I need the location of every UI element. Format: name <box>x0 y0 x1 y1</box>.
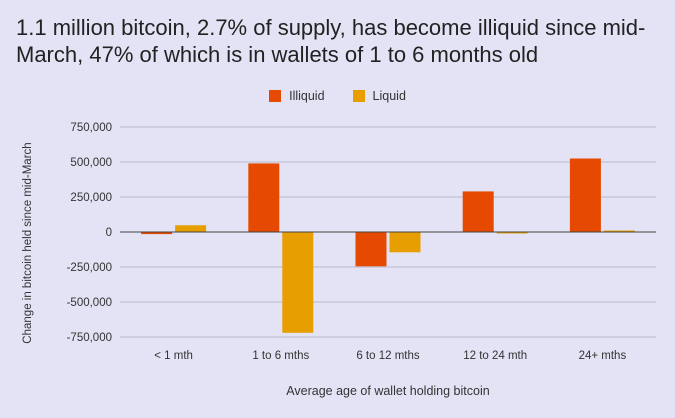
legend-item-liquid: Liquid <box>352 89 406 103</box>
y-tick-label: 750,000 <box>70 122 112 134</box>
y-tick-label: 500,000 <box>70 157 112 169</box>
bar-liquid <box>282 232 314 333</box>
bar-illiquid <box>248 163 280 232</box>
x-tick-label: < 1 mth <box>154 350 193 362</box>
bar-liquid <box>603 230 635 232</box>
bar-illiquid <box>141 232 173 235</box>
x-tick-label: 12 to 24 mth <box>463 350 527 362</box>
legend-item-illiquid: Illiquid <box>269 89 325 103</box>
x-axis-label: Average age of wallet holding bitcoin <box>286 384 490 398</box>
x-tick-label: 6 to 12 mths <box>356 350 420 362</box>
legend: Illiquid Liquid <box>0 89 675 103</box>
legend-label-liquid: Liquid <box>372 89 406 103</box>
y-tick-label: -250,000 <box>67 262 112 274</box>
bar-illiquid <box>462 191 494 232</box>
legend-swatch-illiquid <box>269 90 282 102</box>
bar-liquid <box>175 225 207 232</box>
legend-label-illiquid: Illiquid <box>289 89 325 103</box>
bar-illiquid <box>569 158 601 232</box>
x-tick-label: 24+ mths <box>579 350 627 362</box>
y-tick-label: -750,000 <box>67 332 112 344</box>
y-tick-label: 250,000 <box>70 192 112 204</box>
legend-swatch-liquid <box>352 90 365 102</box>
y-tick-label: -500,000 <box>67 297 112 309</box>
y-tick-label: 0 <box>106 227 112 239</box>
x-tick-label: 1 to 6 mths <box>252 350 309 362</box>
bar-liquid <box>496 232 528 234</box>
chart-title: 1.1 million bitcoin, 2.7% of supply, has… <box>16 15 646 67</box>
bar-liquid <box>389 232 421 253</box>
bar-illiquid <box>355 232 387 267</box>
